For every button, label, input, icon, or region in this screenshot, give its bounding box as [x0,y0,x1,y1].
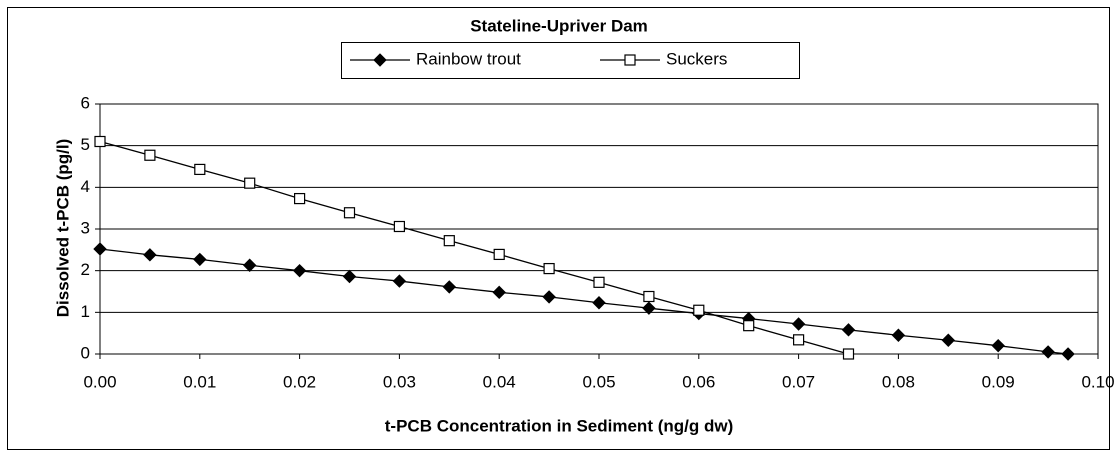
x-axis-label: t-PCB Concentration in Sediment (ng/g dw… [385,416,733,435]
legend-marker [373,53,387,67]
legend-label: Rainbow trout [416,49,521,68]
marker [643,290,655,303]
marker [144,149,156,161]
marker [593,276,605,288]
marker [891,328,906,342]
x-tick-label: 0.04 [483,372,516,391]
chart-title: Stateline-Upriver Dam [470,16,648,35]
marker [941,333,956,347]
marker [94,135,106,148]
marker [143,248,157,262]
x-tick-label: 0.00 [83,372,116,391]
y-tick-label: 5 [81,135,90,154]
x-tick-label: 0.05 [582,372,615,391]
marker [193,252,207,267]
marker [693,304,705,316]
marker [194,163,206,176]
marker [991,338,1005,353]
x-tick-label: 0.06 [682,372,715,391]
y-tick-label: 0 [81,343,90,362]
marker [493,248,505,261]
y-tick-label: 4 [81,177,90,196]
y-tick-label: 6 [81,93,90,112]
plot-border [99,103,1099,355]
marker [244,177,256,189]
legend-box [341,42,800,79]
x-tick-label: 0.10 [1081,372,1114,391]
marker [392,274,407,288]
x-tick-label: 0.01 [183,372,216,391]
marker [1041,345,1055,359]
marker [393,220,405,233]
marker [842,348,855,360]
marker [93,242,107,256]
marker [242,258,257,272]
marker [1061,347,1075,361]
y-tick-label: 1 [81,302,90,321]
legend-label: Suckers [666,49,727,68]
marker [791,317,806,331]
y-tick-label: 2 [81,260,90,279]
x-tick-label: 0.08 [882,372,915,391]
marker [743,320,755,332]
y-tick-label: 3 [81,218,90,237]
marker [542,290,556,304]
marker [592,296,606,310]
x-tick-label: 0.07 [782,372,815,391]
marker [442,280,457,294]
legend-marker [624,54,636,66]
marker [841,323,856,337]
marker [492,285,506,300]
y-axis-label: Dissolved t-PCB (pg/l) [53,139,72,318]
series-line [99,140,849,355]
marker [292,263,307,278]
marker [294,192,306,205]
x-tick-label: 0.09 [982,372,1015,391]
marker [642,301,656,315]
x-tick-label: 0.02 [283,372,316,391]
x-tick-label: 0.03 [383,372,416,391]
marker [443,235,455,247]
marker [543,262,555,275]
marker [343,207,356,219]
marker [342,269,357,284]
marker [792,334,805,346]
